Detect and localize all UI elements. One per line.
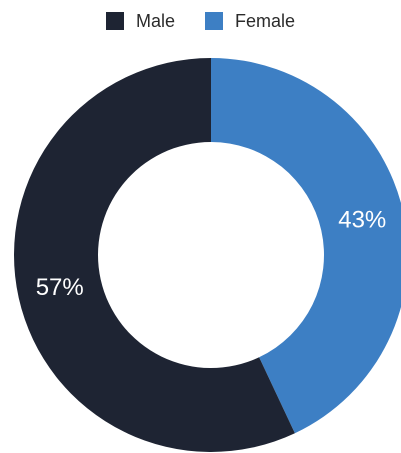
legend-item-male[interactable]: Male	[105, 10, 175, 32]
legend: Male Female	[0, 8, 401, 34]
legend-swatch-male	[105, 12, 124, 30]
slice-female[interactable]	[211, 58, 401, 434]
legend-label-male: Male	[135, 10, 175, 31]
legend-item-female[interactable]: Female	[204, 10, 296, 32]
slice-label-male: 57%	[36, 274, 84, 301]
legend-swatch-female	[204, 12, 223, 30]
slice-label-female: 43%	[338, 207, 386, 234]
legend-label-female: Female	[234, 10, 296, 31]
slice-male[interactable]	[13, 58, 295, 452]
